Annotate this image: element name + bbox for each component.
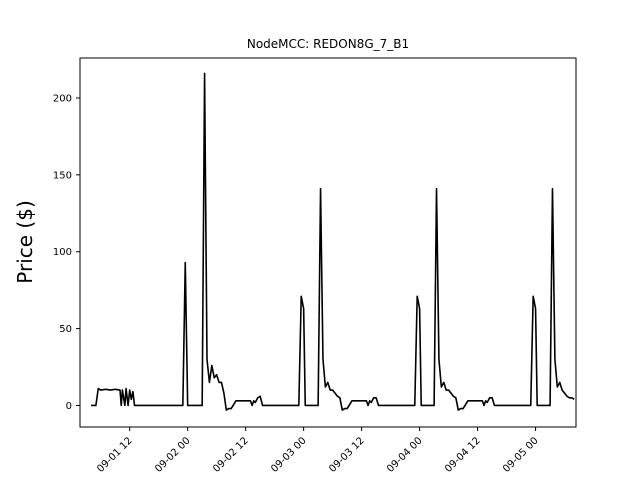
price-series-line xyxy=(91,72,575,411)
y-tick-label: 150 xyxy=(53,170,72,181)
y-axis-label: Price ($) xyxy=(13,200,37,283)
plot-frame xyxy=(79,57,577,428)
y-tick-label: 100 xyxy=(53,247,72,258)
y-tick-label: 200 xyxy=(53,93,72,104)
y-tick-label: 50 xyxy=(59,324,72,335)
chart-title: NodeMCC: REDON8G_7_B1 xyxy=(247,37,409,51)
y-axis-ticks: 0 50 100 150 200 xyxy=(53,93,80,412)
plot-area xyxy=(91,72,575,411)
y-tick-label: 0 xyxy=(66,401,72,412)
